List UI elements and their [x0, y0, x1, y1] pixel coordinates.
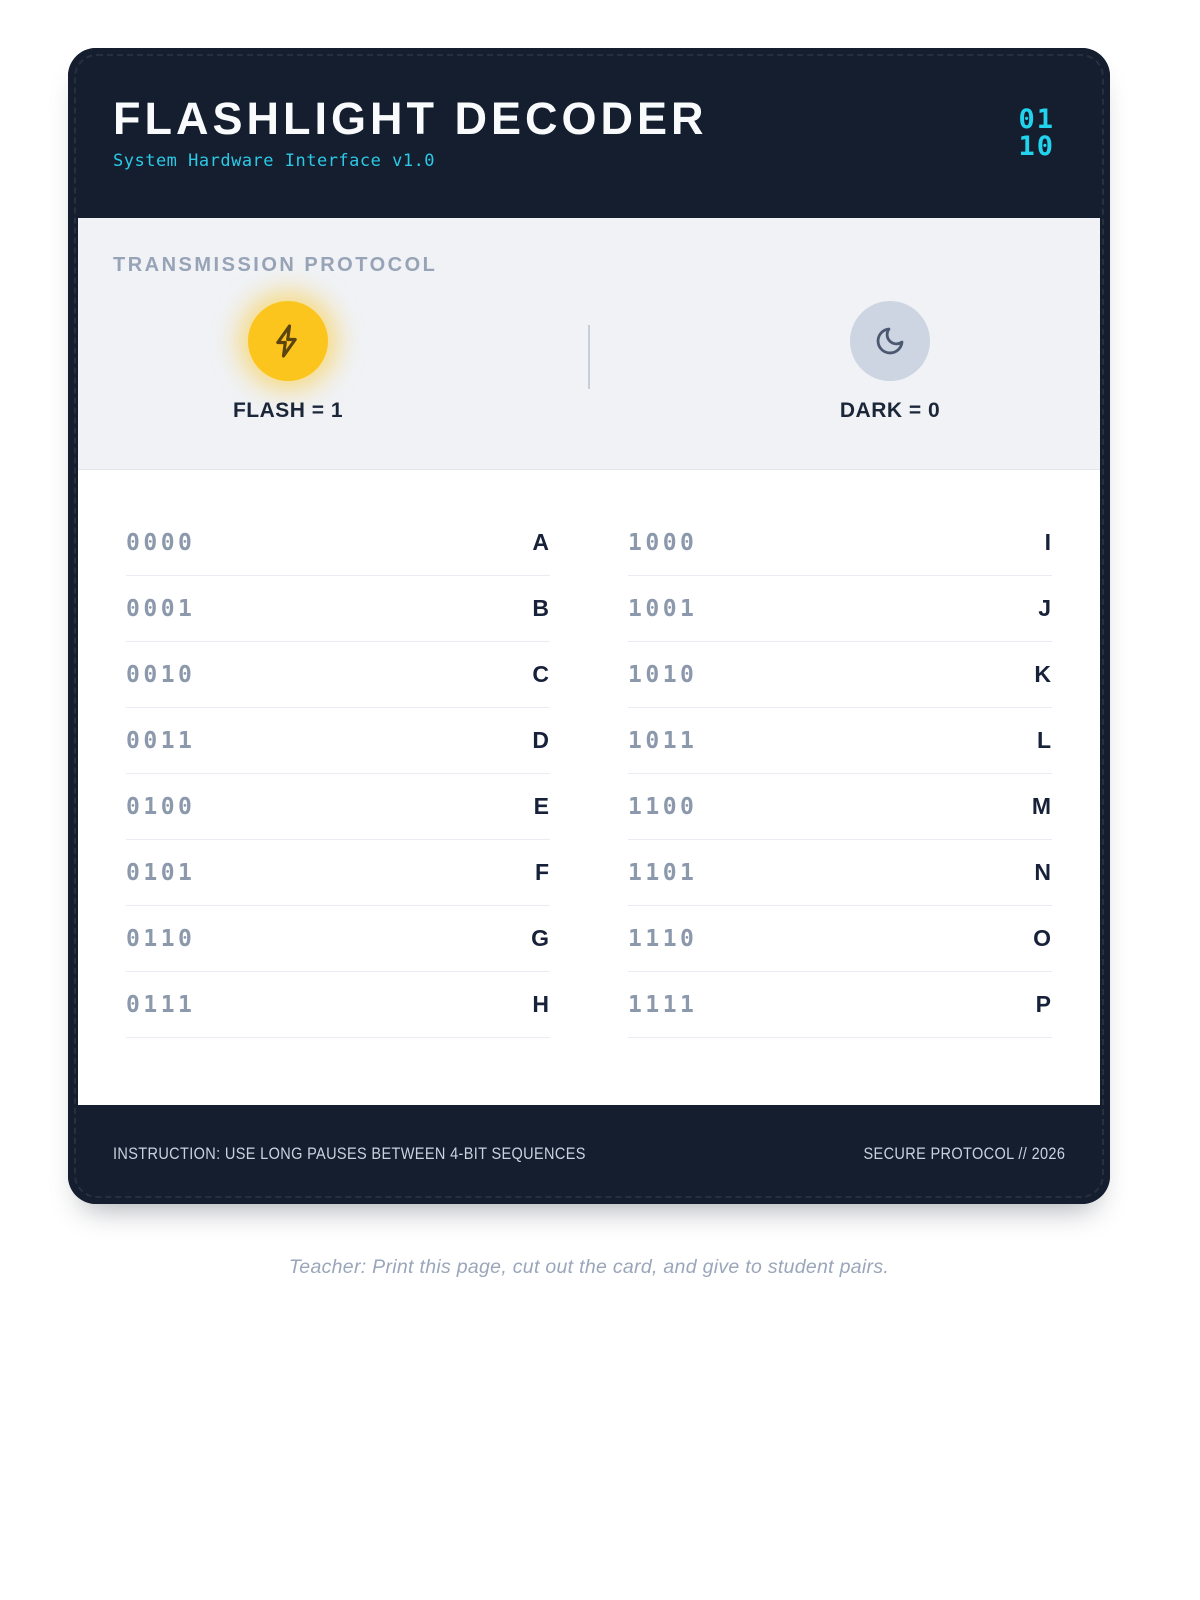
table-row: 0000 A	[126, 510, 550, 576]
code-table: 0000 A 0001 B 0010 C 0011 D 0100 E	[78, 470, 1100, 1105]
binary-motif-line2: 10	[1018, 131, 1055, 162]
binary-code: 0010	[126, 661, 196, 688]
table-row: 0010 C	[126, 642, 550, 708]
table-row: 1110 O	[628, 906, 1052, 972]
decoded-letter: K	[1034, 661, 1052, 687]
lightning-bolt-icon	[270, 323, 306, 359]
section-label: TRANSMISSION PROTOCOL	[113, 254, 438, 276]
decoded-letter: M	[1031, 793, 1052, 819]
card-footer: INSTRUCTION: USE LONG PAUSES BETWEEN 4-B…	[68, 1105, 1110, 1204]
decoded-letter: O	[1033, 925, 1052, 951]
flash-label: FLASH = 1	[232, 399, 344, 422]
page-subtitle: System Hardware Interface v1.0	[113, 151, 436, 172]
binary-code: 0000	[126, 529, 196, 556]
binary-code: 1011	[628, 727, 698, 754]
flash-icon-circle	[248, 301, 328, 381]
dark-label: DARK = 0	[839, 399, 941, 422]
decoded-letter: J	[1038, 595, 1052, 621]
page-title: FLASHLIGHT DECODER	[113, 92, 708, 144]
decoded-letter: N	[1034, 859, 1052, 885]
binary-code: 1101	[628, 859, 698, 886]
binary-motif: 01 10	[1018, 106, 1055, 160]
decoded-letter: I	[1044, 529, 1052, 555]
protocol-row: FLASH = 1 DARK = 0	[113, 301, 1065, 423]
binary-code: 0101	[126, 859, 196, 886]
dark-signal-item: DARK = 0	[810, 301, 970, 423]
flash-signal-item: FLASH = 1	[208, 301, 368, 423]
table-row: 1100 M	[628, 774, 1052, 840]
binary-code: 0011	[126, 727, 196, 754]
decoded-letter: A	[532, 529, 550, 555]
moon-icon	[874, 325, 906, 357]
binary-code: 1001	[628, 595, 698, 622]
binary-code: 0001	[126, 595, 196, 622]
table-row: 1111 P	[628, 972, 1052, 1038]
table-row: 1000 I	[628, 510, 1052, 576]
binary-code: 1111	[628, 991, 698, 1018]
binary-code: 0100	[126, 793, 196, 820]
instruction-text: INSTRUCTION: USE LONG PAUSES BETWEEN 4-B…	[113, 1145, 586, 1163]
decoded-letter: L	[1036, 727, 1052, 753]
binary-code: 1100	[628, 793, 698, 820]
binary-code: 1000	[628, 529, 698, 556]
table-row: 0110 G	[126, 906, 550, 972]
transmission-protocol-section: TRANSMISSION PROTOCOL FLASH = 1	[78, 218, 1100, 470]
table-row: 1010 K	[628, 642, 1052, 708]
table-row: 1001 J	[628, 576, 1052, 642]
decoded-letter: H	[532, 991, 550, 1017]
table-row: 0100 E	[126, 774, 550, 840]
table-row: 0101 F	[126, 840, 550, 906]
table-row: 0001 B	[126, 576, 550, 642]
binary-code: 0111	[126, 991, 196, 1018]
binary-code: 1010	[628, 661, 698, 688]
table-row: 0111 H	[126, 972, 550, 1038]
decoder-card: FLASHLIGHT DECODER System Hardware Inter…	[68, 48, 1110, 1204]
protocol-stamp: SECURE PROTOCOL // 2026	[863, 1145, 1065, 1163]
card-header: FLASHLIGHT DECODER System Hardware Inter…	[68, 48, 1110, 218]
binary-code: 0110	[126, 925, 196, 952]
code-column-right: 1000 I 1001 J 1010 K 1011 L 1100 M	[628, 510, 1052, 1038]
header-text-block: FLASHLIGHT DECODER System Hardware Inter…	[113, 92, 708, 172]
table-row: 0011 D	[126, 708, 550, 774]
teacher-note: Teacher: Print this page, cut out the ca…	[288, 1256, 890, 1278]
binary-code: 1110	[628, 925, 698, 952]
decoded-letter: E	[533, 793, 550, 819]
decoded-letter: B	[532, 595, 550, 621]
code-column-left: 0000 A 0001 B 0010 C 0011 D 0100 E	[126, 510, 550, 1038]
table-row: 1011 L	[628, 708, 1052, 774]
vertical-divider	[588, 325, 590, 389]
binary-motif-line1: 01	[1018, 104, 1055, 135]
dark-icon-circle	[850, 301, 930, 381]
decoded-letter: P	[1035, 991, 1052, 1017]
decoded-letter: G	[531, 925, 550, 951]
decoded-letter: F	[534, 859, 550, 885]
decoded-letter: C	[532, 661, 550, 687]
decoded-letter: D	[532, 727, 550, 753]
table-row: 1101 N	[628, 840, 1052, 906]
